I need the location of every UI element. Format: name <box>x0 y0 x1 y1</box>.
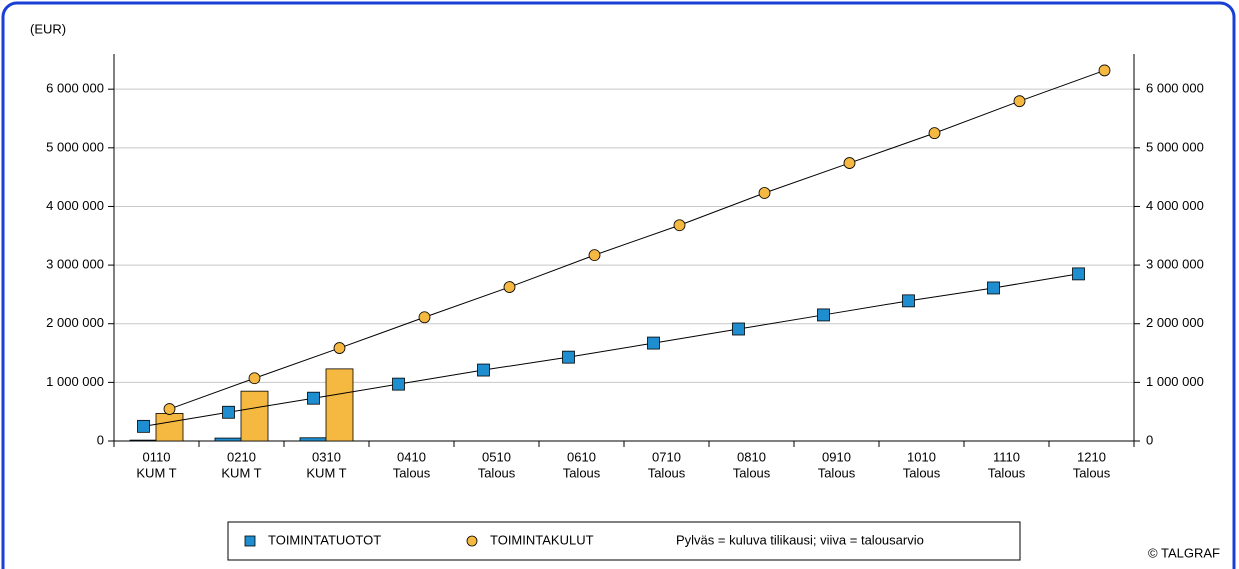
x-tick-label: Talous <box>818 465 856 480</box>
y-tick-label: 1 000 000 <box>46 374 104 389</box>
y2-tick-label: 5 000 000 <box>1146 139 1204 154</box>
bar <box>214 437 243 442</box>
x-tick-label: 0410 <box>397 449 426 464</box>
legend <box>227 521 1021 561</box>
marker <box>307 391 320 405</box>
x-tick-label: Talous <box>563 465 601 480</box>
line <box>143 273 1079 427</box>
x-tick-label: KUM T <box>136 465 176 480</box>
x-tick-label: 0610 <box>567 449 596 464</box>
y-tick-label: 5 000 000 <box>46 139 104 154</box>
x-tick-label: 0510 <box>482 449 511 464</box>
x-tick-label: 0710 <box>652 449 681 464</box>
x-tick-label: 0210 <box>227 449 256 464</box>
marker <box>843 157 856 169</box>
y-tick-label: 6 000 000 <box>46 81 104 96</box>
marker <box>1098 64 1111 77</box>
marker <box>928 127 941 140</box>
legend-label: TOIMINTATUOTOT <box>268 532 381 547</box>
y2-tick-label: 3 000 000 <box>1146 257 1204 272</box>
marker <box>503 281 516 293</box>
bar <box>299 437 328 442</box>
marker <box>647 336 660 350</box>
bar <box>240 390 269 442</box>
y-tick-label: 0 <box>97 432 104 447</box>
bar <box>325 368 354 442</box>
x-tick-label: 0310 <box>312 449 341 464</box>
legend-marker <box>244 535 256 547</box>
y-tick-label: 2 000 000 <box>46 315 104 330</box>
marker <box>588 249 601 262</box>
legend-label: TOIMINTAKULUT <box>490 532 594 547</box>
x-tick-label: Talous <box>1073 465 1111 480</box>
marker <box>1013 95 1026 108</box>
y-tick-label: 3 000 000 <box>46 257 104 272</box>
x-tick-label: 1110 <box>993 449 1020 464</box>
marker <box>673 219 686 232</box>
x-tick-label: Talous <box>903 465 941 480</box>
y2-tick-label: 4 000 000 <box>1146 198 1204 213</box>
marker <box>1072 267 1085 281</box>
bar <box>155 413 184 442</box>
marker <box>248 372 261 385</box>
x-tick-label: Talous <box>648 465 686 480</box>
marker <box>137 419 150 433</box>
x-tick-label: 0810 <box>737 449 766 464</box>
marker <box>418 311 431 324</box>
x-tick-label: 1210 <box>1077 449 1106 464</box>
x-tick-label: Talous <box>393 465 431 480</box>
x-tick-label: Talous <box>988 465 1026 480</box>
marker <box>987 281 1000 295</box>
line <box>169 69 1105 410</box>
bar <box>129 439 158 442</box>
legend-note: Pylväs = kuluva tilikausi; viiva = talou… <box>676 532 924 547</box>
y2-tick-label: 2 000 000 <box>1146 315 1204 330</box>
marker <box>817 308 830 322</box>
copyright: © TALGRAF <box>1148 545 1220 560</box>
legend-marker <box>466 535 478 547</box>
marker <box>222 405 235 419</box>
x-tick-label: Talous <box>478 465 516 480</box>
marker <box>333 342 346 354</box>
x-tick-label: 0910 <box>822 449 851 464</box>
y-tick-label: 4 000 000 <box>46 198 104 213</box>
y2-tick-label: 6 000 000 <box>1146 81 1204 96</box>
marker <box>758 187 771 199</box>
marker <box>477 363 490 377</box>
x-tick-label: KUM T <box>306 465 346 480</box>
y2-tick-label: 0 <box>1146 432 1153 447</box>
y2-tick-label: 1 000 000 <box>1146 374 1204 389</box>
x-tick-label: 1010 <box>907 449 936 464</box>
x-tick-label: 0110 <box>143 449 171 464</box>
marker <box>732 322 745 336</box>
x-tick-label: Talous <box>733 465 771 480</box>
marker <box>902 294 915 308</box>
unit-label: (EUR) <box>30 21 66 36</box>
marker <box>163 403 176 415</box>
marker <box>392 377 405 391</box>
x-tick-label: KUM T <box>221 465 261 480</box>
marker <box>562 350 575 364</box>
